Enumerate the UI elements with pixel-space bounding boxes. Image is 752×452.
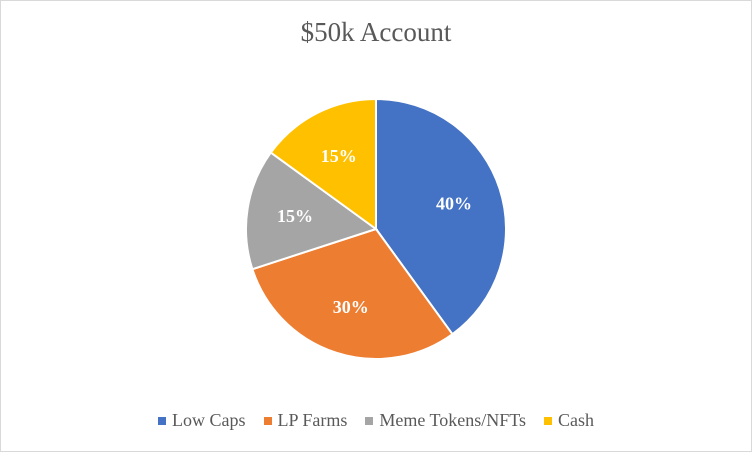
legend-label-lp-farms: LP Farms (277, 410, 348, 430)
data-label-low-caps: 40% (436, 194, 472, 214)
pie-slice-meme-tokens-nfts (245, 151, 379, 271)
data-label-cash: 15% (321, 146, 357, 166)
legend-swatch-low-caps (158, 416, 166, 425)
chart-title: $50k Account (300, 17, 452, 47)
legend-label-cash: Cash (558, 410, 594, 430)
legend-swatch-lp-farms (263, 416, 272, 425)
data-label-meme-tokens-nfts: 15% (277, 206, 313, 226)
legend-swatch-meme-tokens-nfts (365, 416, 374, 425)
pie-slice-lp-farms (251, 227, 454, 360)
legend: Low Caps LP Farms Meme Tokens/NFTs Cash (0, 410, 752, 431)
legend-item-cash: Cash (544, 410, 594, 431)
legend-item-meme-tokens-nfts: Meme Tokens/NFTs (365, 410, 526, 431)
legend-item-low-caps: Low Caps (158, 410, 246, 431)
data-label-lp-farms: 30% (333, 297, 369, 317)
legend-item-lp-farms: LP Farms (263, 410, 348, 431)
pie-slice-cash (269, 97, 377, 231)
legend-label-meme-tokens-nfts: Meme Tokens/NFTs (379, 410, 526, 430)
legend-swatch-cash (544, 416, 552, 425)
legend-label-low-caps: Low Caps (172, 410, 246, 430)
pie-slice-low-caps (375, 97, 507, 336)
